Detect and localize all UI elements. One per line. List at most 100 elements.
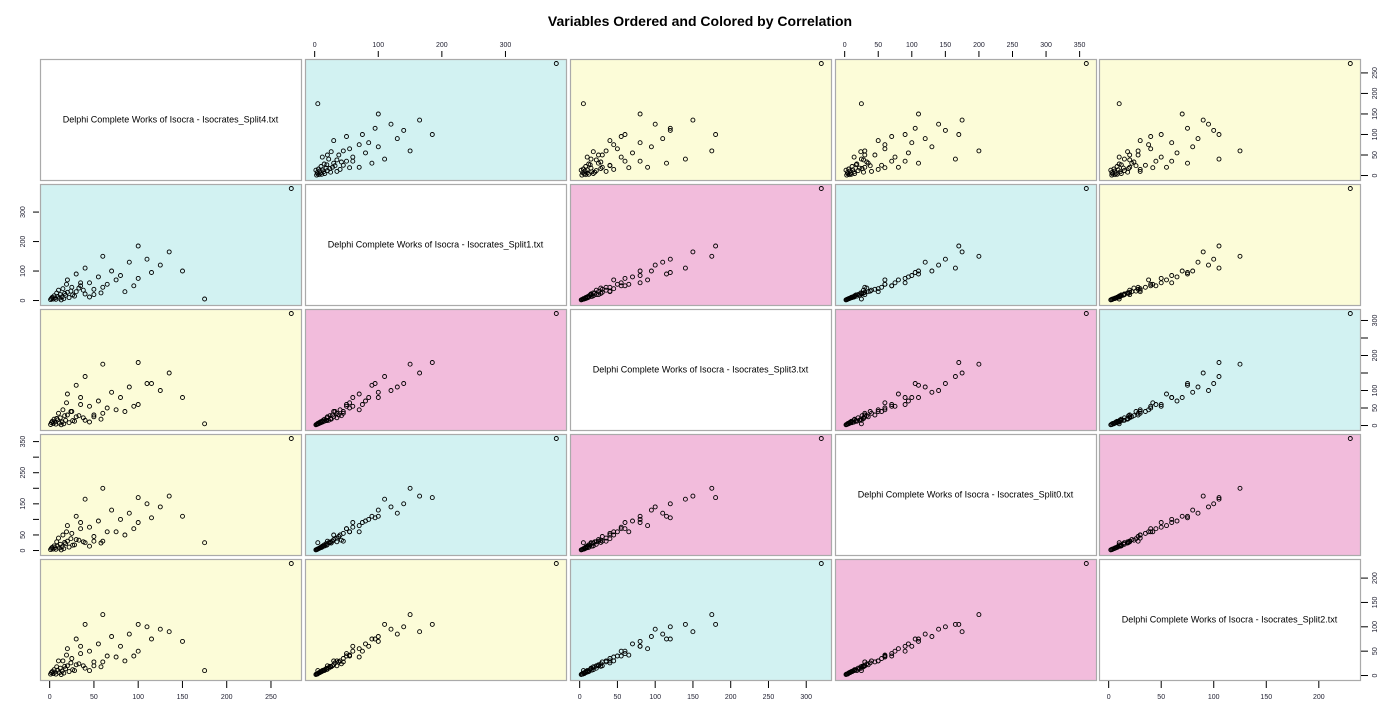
- x-tick-label: 50: [614, 694, 622, 701]
- data-point: [144, 256, 150, 262]
- data-point: [1116, 101, 1122, 107]
- data-point: [1169, 520, 1175, 525]
- data-point: [334, 157, 340, 163]
- data-point: [952, 265, 958, 271]
- data-point: [78, 395, 84, 400]
- data-point: [593, 539, 599, 545]
- data-point: [637, 111, 643, 117]
- panel-background: [304, 58, 568, 182]
- data-point: [100, 410, 106, 416]
- data-point: [1108, 422, 1114, 428]
- data-point: [1158, 280, 1164, 286]
- data-point: [64, 652, 69, 658]
- data-point: [916, 111, 921, 117]
- data-point: [61, 296, 67, 302]
- data-point: [864, 413, 870, 419]
- data-point: [1179, 395, 1185, 400]
- panel-background: [569, 433, 833, 557]
- data-point: [324, 542, 330, 548]
- data-point: [356, 654, 362, 660]
- data-point: [690, 117, 696, 123]
- data-point: [144, 624, 150, 630]
- data-point: [637, 516, 643, 522]
- scatter-panel: [39, 433, 303, 557]
- data-point: [375, 111, 381, 117]
- data-point: [1169, 280, 1175, 286]
- data-point: [856, 165, 862, 171]
- data-point: [858, 101, 864, 107]
- data-point: [1185, 125, 1190, 131]
- data-point: [78, 643, 84, 649]
- data-point: [1148, 281, 1154, 287]
- data-point: [590, 149, 596, 155]
- data-point: [682, 156, 688, 162]
- data-point: [667, 515, 673, 521]
- data-point: [622, 132, 628, 137]
- data-point: [587, 667, 593, 673]
- data-point: [372, 125, 378, 131]
- data-point: [1146, 142, 1152, 148]
- data-point: [875, 409, 881, 414]
- data-point: [622, 520, 628, 525]
- data-point: [916, 160, 921, 166]
- data-point: [875, 407, 881, 413]
- panel-background: [834, 308, 1098, 432]
- panel-background: [39, 58, 303, 182]
- data-point: [50, 671, 56, 677]
- data-point: [867, 409, 873, 414]
- data-point: [1216, 132, 1222, 137]
- data-point: [929, 634, 935, 639]
- scatter-panel: [569, 433, 833, 557]
- data-point: [922, 136, 928, 142]
- data-point: [1347, 61, 1353, 66]
- data-point: [1216, 156, 1222, 162]
- data-point: [407, 148, 413, 154]
- data-point: [1185, 381, 1190, 386]
- panel-background: [1098, 58, 1362, 182]
- data-point: [936, 626, 942, 632]
- data-point: [382, 156, 388, 162]
- data-point: [401, 381, 407, 386]
- x-tick-label: 200: [973, 42, 985, 49]
- data-point: [905, 398, 911, 404]
- data-point: [337, 407, 343, 413]
- data-point: [48, 671, 54, 677]
- data-point: [889, 134, 895, 139]
- data-point: [1131, 537, 1137, 543]
- data-point: [327, 539, 333, 545]
- x-tick-label: 0: [1107, 694, 1111, 701]
- data-point: [334, 168, 340, 174]
- data-point: [382, 621, 388, 627]
- y-tick-label: 300: [1372, 315, 1379, 327]
- data-point: [80, 663, 86, 669]
- x-tick-label: 0: [48, 694, 52, 701]
- panel-background: [1098, 183, 1362, 307]
- data-point: [607, 138, 613, 144]
- y-tick-label: 0: [1372, 423, 1379, 427]
- x-tick-label: 300: [500, 42, 512, 49]
- data-point: [394, 384, 400, 390]
- data-point: [611, 286, 617, 292]
- data-point: [905, 641, 911, 647]
- data-point: [912, 125, 918, 131]
- data-point: [1195, 510, 1201, 516]
- data-point: [916, 638, 921, 644]
- data-point: [882, 281, 888, 287]
- data-point: [637, 280, 643, 286]
- data-point: [645, 646, 651, 652]
- data-point: [78, 526, 84, 532]
- data-point: [61, 421, 67, 427]
- data-point: [709, 148, 715, 154]
- variable-label: Delphi Complete Works of Isocra - Isocra…: [63, 115, 279, 125]
- data-point: [1347, 436, 1353, 441]
- data-point: [327, 166, 333, 171]
- diagonal-panel: Delphi Complete Works of Isocra - Isocra…: [834, 433, 1098, 557]
- data-point: [429, 495, 435, 501]
- data-point: [598, 159, 604, 165]
- data-point: [58, 422, 64, 428]
- scatter-panel: [39, 558, 303, 682]
- data-point: [849, 164, 855, 169]
- data-point: [131, 403, 137, 409]
- data-point: [902, 643, 908, 649]
